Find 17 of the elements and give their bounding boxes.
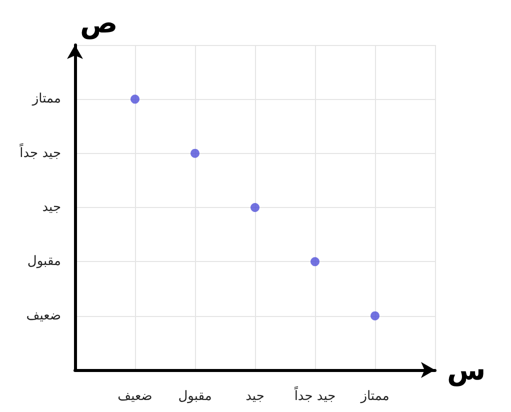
x-tick-label: جيد جداً	[294, 386, 336, 404]
x-axis-title: س	[447, 354, 486, 386]
point	[130, 94, 140, 104]
y-axis-title: ص	[80, 6, 118, 40]
category-label: مقبول	[27, 254, 61, 270]
point	[370, 311, 380, 320]
x-tick-label: ممتاز	[360, 389, 390, 404]
category-label: ضعيف	[26, 308, 61, 324]
x-tick-label: ضعيف	[118, 389, 152, 404]
point	[250, 203, 260, 212]
point	[310, 257, 320, 266]
category-label: جيد	[42, 200, 61, 215]
x-tick-label: جيد	[246, 389, 264, 404]
category-label: جيد جداً	[20, 146, 61, 161]
point	[190, 148, 200, 158]
x-tick-label: مقبول	[178, 389, 212, 404]
category-label: ممتاز	[32, 92, 61, 107]
